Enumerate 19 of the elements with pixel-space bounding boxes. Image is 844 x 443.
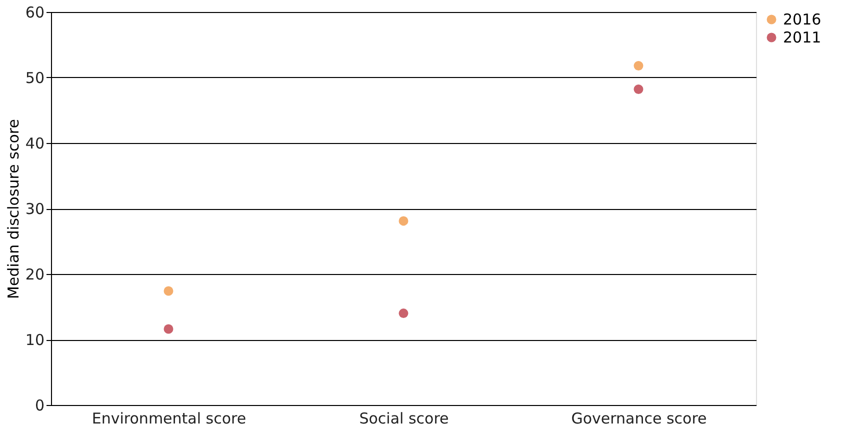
point	[634, 60, 644, 70]
x-tick-label: Social score	[359, 410, 449, 428]
y-tick-label: 60	[25, 4, 44, 22]
legend-label: 2016	[783, 10, 822, 28]
point	[398, 308, 408, 318]
y-tick-label: 0	[34, 396, 44, 414]
y-tick-label: 30	[25, 200, 44, 218]
x-tick-label: Governance score	[571, 410, 707, 428]
point	[398, 216, 408, 226]
y-tick-label: 40	[25, 134, 44, 152]
point	[634, 84, 644, 94]
y-axis-title: Median disclosure score	[4, 119, 22, 299]
point	[164, 324, 174, 334]
y-tick-label: 20	[25, 266, 44, 284]
y-tick-label: 10	[25, 331, 44, 349]
point	[164, 286, 174, 296]
legend-label: 2011	[783, 28, 822, 46]
x-tick-label: Environmental score	[92, 410, 246, 428]
y-tick-label: 50	[25, 69, 44, 87]
